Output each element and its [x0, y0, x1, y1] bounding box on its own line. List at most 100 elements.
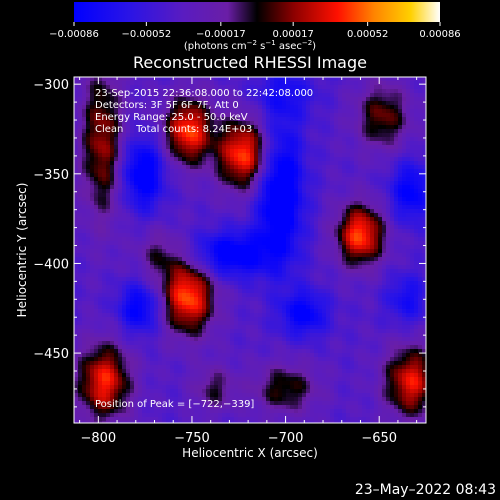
heatmap-cell	[138, 157, 142, 161]
heatmap-cell	[274, 109, 278, 113]
heatmap-cell	[274, 237, 278, 241]
heatmap-cell	[250, 157, 254, 161]
heatmap-cell	[86, 137, 90, 141]
heatmap-cell	[182, 233, 186, 237]
heatmap-cell	[254, 201, 258, 205]
heatmap-cell	[110, 161, 114, 165]
heatmap-cell	[330, 145, 334, 149]
heatmap-cell	[394, 269, 398, 273]
heatmap-cell	[242, 197, 246, 201]
heatmap-cell	[126, 177, 130, 181]
heatmap-cell	[146, 297, 150, 301]
heatmap-cell	[158, 89, 162, 93]
heatmap-cell	[266, 89, 270, 93]
heatmap-cell	[238, 221, 242, 225]
heatmap-cell	[154, 221, 158, 225]
heatmap-cell	[326, 113, 330, 117]
heatmap-cell	[194, 97, 198, 101]
heatmap-cell	[78, 197, 82, 201]
heatmap-cell	[386, 93, 390, 97]
heatmap-cell	[118, 281, 122, 285]
heatmap-cell	[178, 93, 182, 97]
heatmap-cell	[166, 137, 170, 141]
heatmap-cell	[226, 301, 230, 305]
heatmap-cell	[194, 269, 198, 273]
heatmap-cell	[270, 113, 274, 117]
heatmap-cell	[134, 93, 138, 97]
heatmap-cell	[330, 193, 334, 197]
heatmap-cell	[270, 101, 274, 105]
heatmap-cell	[334, 261, 338, 265]
heatmap-cell	[354, 185, 358, 189]
heatmap-cell	[214, 185, 218, 189]
heatmap-cell	[158, 93, 162, 97]
heatmap-cell	[238, 129, 242, 133]
heatmap-cell	[150, 97, 154, 101]
heatmap-cell	[150, 261, 154, 265]
heatmap-cell	[294, 177, 298, 181]
heatmap-cell	[114, 293, 118, 297]
heatmap-cell	[186, 301, 190, 305]
heatmap-cell	[290, 245, 294, 249]
heatmap-cell	[326, 125, 330, 129]
heatmap-cell	[230, 285, 234, 289]
heatmap-cell	[322, 173, 326, 177]
heatmap-cell	[262, 225, 266, 229]
heatmap-cell	[246, 169, 250, 173]
heatmap-cell	[290, 125, 294, 129]
heatmap-cell	[366, 237, 370, 241]
heatmap-cell	[286, 105, 290, 109]
heatmap-cell	[302, 229, 306, 233]
heatmap-cell	[262, 97, 266, 101]
heatmap-cell	[258, 181, 262, 185]
heatmap-cell	[250, 77, 254, 81]
heatmap-cell	[178, 141, 182, 145]
heatmap-cell	[418, 77, 422, 81]
heatmap-cell	[354, 157, 358, 161]
heatmap-cell	[362, 237, 366, 241]
heatmap-cell	[210, 269, 214, 273]
heatmap-cell	[342, 169, 346, 173]
heatmap-cell	[342, 261, 346, 265]
heatmap-cell	[174, 221, 178, 225]
heatmap-cell	[122, 161, 126, 165]
heatmap-cell	[270, 217, 274, 221]
heatmap-cell	[386, 253, 390, 257]
heatmap-cell	[346, 141, 350, 145]
heatmap-cell	[378, 205, 382, 209]
heatmap-cell	[126, 257, 130, 261]
heatmap-cell	[370, 157, 374, 161]
heatmap-cell	[186, 285, 190, 289]
heatmap-cell	[86, 93, 90, 97]
heatmap-cell	[242, 261, 246, 265]
heatmap-cell	[278, 133, 282, 137]
heatmap-cell	[298, 129, 302, 133]
heatmap-cell	[142, 165, 146, 169]
heatmap-cell	[146, 161, 150, 165]
heatmap-cell	[406, 169, 410, 173]
heatmap-cell	[110, 101, 114, 105]
heatmap-cell	[186, 105, 190, 109]
heatmap-cell	[410, 261, 414, 265]
heatmap-cell	[266, 289, 270, 293]
heatmap-cell	[178, 289, 182, 293]
heatmap-cell	[306, 265, 310, 269]
heatmap-cell	[194, 177, 198, 181]
heatmap-cell	[366, 289, 370, 293]
heatmap-cell	[166, 145, 170, 149]
heatmap-cell	[278, 125, 282, 129]
heatmap-cell	[226, 281, 230, 285]
heatmap-cell	[202, 261, 206, 265]
heatmap-cell	[326, 257, 330, 261]
heatmap-cell	[178, 261, 182, 265]
heatmap-cell	[154, 169, 158, 173]
heatmap-cell	[266, 245, 270, 249]
heatmap-cell	[170, 129, 174, 133]
heatmap-cell	[90, 301, 94, 305]
heatmap-cell	[166, 209, 170, 213]
heatmap-cell	[234, 209, 238, 213]
heatmap-cell	[254, 277, 258, 281]
heatmap-cell	[246, 165, 250, 169]
heatmap-cell	[106, 173, 110, 177]
heatmap-cell	[202, 185, 206, 189]
